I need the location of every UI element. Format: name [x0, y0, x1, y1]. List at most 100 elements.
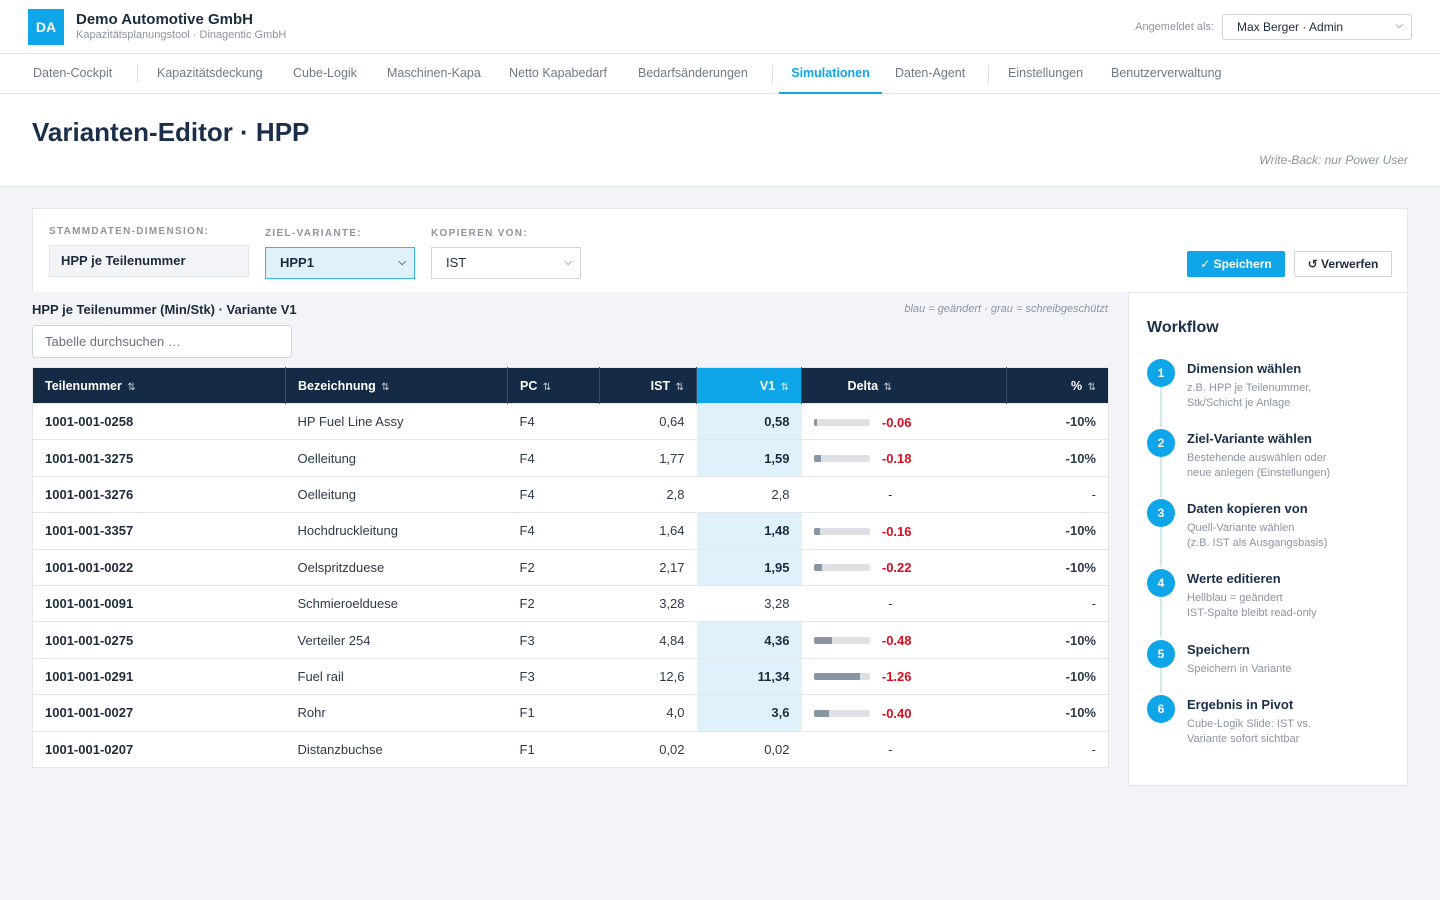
step-number-badge: 3	[1147, 499, 1175, 527]
part-number-cell: 1001-001-0027	[32, 694, 286, 732]
v1-edit-cell[interactable]: 3,6	[696, 694, 802, 732]
step-connector	[1160, 527, 1162, 567]
app-subtitle: Kapazitätsplanungstool · Dinagentic GmbH	[76, 29, 287, 41]
nav-divider	[137, 65, 138, 83]
table-row: 1001-001-0258 HP Fuel Line Assy F4 0,64 0,58…	[32, 402, 1109, 440]
nav-divider	[988, 65, 989, 83]
nav-tab-kapazitaetsdeckung[interactable]: Kapazitätsdeckung	[157, 66, 263, 80]
step-description: Speichern in Variante	[1187, 663, 1292, 675]
step-description: Cube-Logik Slide: IST vs. Variante sofort…	[1187, 718, 1311, 745]
part-number-cell: 1001-001-0022	[32, 548, 286, 586]
copy-from-select[interactable]: IST ⌵	[431, 247, 581, 279]
pc-cell: F4	[507, 402, 600, 440]
table-row: 1001-001-0207 Distanzbuchse F1 0,02 0,02- -	[32, 730, 1109, 768]
v1-edit-cell[interactable]: 0,58	[696, 402, 802, 440]
nav-tab-daten-agent[interactable]: Daten-Agent	[895, 66, 966, 80]
discard-button[interactable]: ↺ Verwerfen	[1294, 251, 1392, 277]
pct-cell: -	[1006, 475, 1109, 513]
step-description: Quell-Variante wählen (z.B. IST als Ausga…	[1187, 522, 1328, 549]
table-header-row: Teilenummer ⇅ Bezeichnung ⇅ PC ⇅ IST ⇅ V…	[32, 367, 1109, 404]
top-bar: DA Demo Automotive GmbH Kapazitätsplanun…	[0, 0, 1440, 54]
step-description: Bestehende auswählen oder neue anlegen (E…	[1187, 452, 1331, 479]
delta-cell: -0.48	[801, 621, 1007, 659]
company-name: Demo Automotive GmbH	[76, 11, 253, 28]
col-header-v1[interactable]: V1 ⇅	[696, 367, 802, 404]
pct-cell: -10%	[1006, 694, 1109, 732]
step-connector	[1160, 457, 1162, 497]
nav-tab-daten-cockpit[interactable]: Daten-Cockpit	[33, 66, 113, 80]
table-legend: blau = geändert · grau = schreibgeschütz…	[904, 303, 1108, 315]
dimension-field: HPP je Teilenummer	[49, 245, 249, 277]
v1-edit-cell[interactable]: 11,34	[696, 657, 802, 695]
v1-edit-cell[interactable]: 0,02	[696, 730, 802, 768]
dimension-label: Stammdaten-Dimension:	[49, 226, 210, 237]
writeback-note: Write-Back: nur Power User	[1259, 153, 1408, 167]
user-select[interactable]: Max Berger · Admin ⌵	[1222, 14, 1412, 40]
name-cell: Distanzbuchse	[285, 730, 508, 768]
pct-cell: -10%	[1006, 512, 1109, 550]
delta-value: -0.48	[881, 633, 912, 649]
ist-cell: 0,64	[599, 402, 697, 440]
v1-edit-cell[interactable]: 4,36	[696, 621, 802, 659]
pct-cell: -10%	[1006, 621, 1109, 659]
col-header-teilenummer[interactable]: Teilenummer ⇅	[32, 367, 286, 404]
table-row: 1001-001-0275 Verteiler 254 F3 4,84 4,36 -0.4…	[32, 621, 1109, 659]
step-title: Ergebnis in Pivot	[1187, 697, 1294, 712]
table-search-input[interactable]	[32, 325, 292, 358]
v1-edit-cell[interactable]: 2,8	[696, 475, 802, 513]
target-variant-value: HPP1	[280, 255, 314, 270]
name-cell: Rohr	[285, 694, 508, 732]
delta-cell: -0.16	[801, 512, 1007, 550]
table-row: 1001-001-0027 Rohr F1 4,0 3,6 -0.40 -10%	[32, 694, 1109, 732]
step-description: z.B. HPP je Teilenummer, Stk/Schicht je A…	[1187, 382, 1312, 409]
nav-tab-einstellungen[interactable]: Einstellungen	[1008, 66, 1084, 80]
col-header-ist[interactable]: IST ⇅	[599, 367, 697, 404]
nav-tab-netto-kapabedarf[interactable]: Netto Kapabedarf	[509, 66, 607, 80]
name-cell: Oelleitung	[285, 439, 508, 477]
nav-tab-bedarfsaenderungen[interactable]: Bedarfsänderungen	[638, 66, 748, 80]
nav-tab-cube-logik[interactable]: Cube-Logik	[293, 66, 357, 80]
delta-value: -0.18	[881, 451, 912, 467]
col-header-pct[interactable]: % ⇅	[1006, 367, 1109, 404]
name-cell: Oelspritzduese	[285, 548, 508, 586]
nav-tab-simulationen[interactable]: Simulationen	[779, 54, 882, 94]
col-header-delta[interactable]: Delta ⇅	[801, 367, 1007, 404]
user-select-value: Max Berger · Admin	[1237, 20, 1344, 34]
sort-icon: ⇅	[1087, 381, 1096, 393]
save-button[interactable]: ✓ Speichern	[1187, 251, 1285, 277]
part-number-cell: 1001-001-0275	[32, 621, 286, 659]
v1-edit-cell[interactable]: 1,59	[696, 439, 802, 477]
table-row: 1001-001-0022 Oelspritzduese F2 2,17 1,95 -0.…	[32, 548, 1109, 586]
workflow-title: Workflow	[1147, 319, 1219, 336]
ist-cell: 2,8	[599, 475, 697, 513]
ist-cell: 0,02	[599, 730, 697, 768]
v1-edit-cell[interactable]: 1,48	[696, 512, 802, 550]
col-header-bezeichnung[interactable]: Bezeichnung ⇅	[285, 367, 508, 404]
v1-edit-cell[interactable]: 3,28	[696, 584, 802, 622]
part-number-cell: 1001-001-0291	[32, 657, 286, 695]
ist-cell: 3,28	[599, 584, 697, 622]
name-cell: Schmieroelduese	[285, 584, 508, 622]
col-header-pc[interactable]: PC ⇅	[507, 367, 600, 404]
target-variant-select[interactable]: HPP1 ⌵	[265, 247, 415, 279]
nav-tab-maschinen-kapa[interactable]: Maschinen-Kapa	[387, 66, 481, 80]
page-title: Varianten-Editor · HPP	[32, 117, 310, 147]
name-cell: Verteiler 254	[285, 621, 508, 659]
sort-icon: ⇅	[381, 381, 390, 393]
workflow-panel: Workflow 1 Dimension wählen z.B. HPP je Te…	[1128, 292, 1408, 786]
sort-icon: ⇅	[542, 381, 552, 393]
ist-cell: 2,17	[599, 548, 697, 586]
step-description: Hellblau = geändert IST-Spalte bleibt rea…	[1187, 592, 1317, 619]
table-row: 1001-001-0091 Schmieroelduese F2 3,28 3,28- -	[32, 584, 1109, 622]
delta-cell: -0.06	[801, 402, 1007, 440]
step-connector	[1160, 597, 1162, 637]
delta-bar	[813, 709, 870, 717]
pct-cell: -	[1006, 584, 1109, 622]
pc-cell: F4	[507, 439, 600, 477]
nav-tab-benutzerverwaltung[interactable]: Benutzerverwaltung	[1111, 66, 1222, 80]
v1-edit-cell[interactable]: 1,95	[696, 548, 802, 586]
part-number-cell: 1001-001-0207	[32, 730, 286, 768]
pct-cell: -10%	[1006, 657, 1109, 695]
table-row: 1001-001-3275 Oelleitung F4 1,77 1,59 -0.18 -1…	[32, 439, 1109, 477]
delta-value: -0.06	[881, 414, 912, 430]
